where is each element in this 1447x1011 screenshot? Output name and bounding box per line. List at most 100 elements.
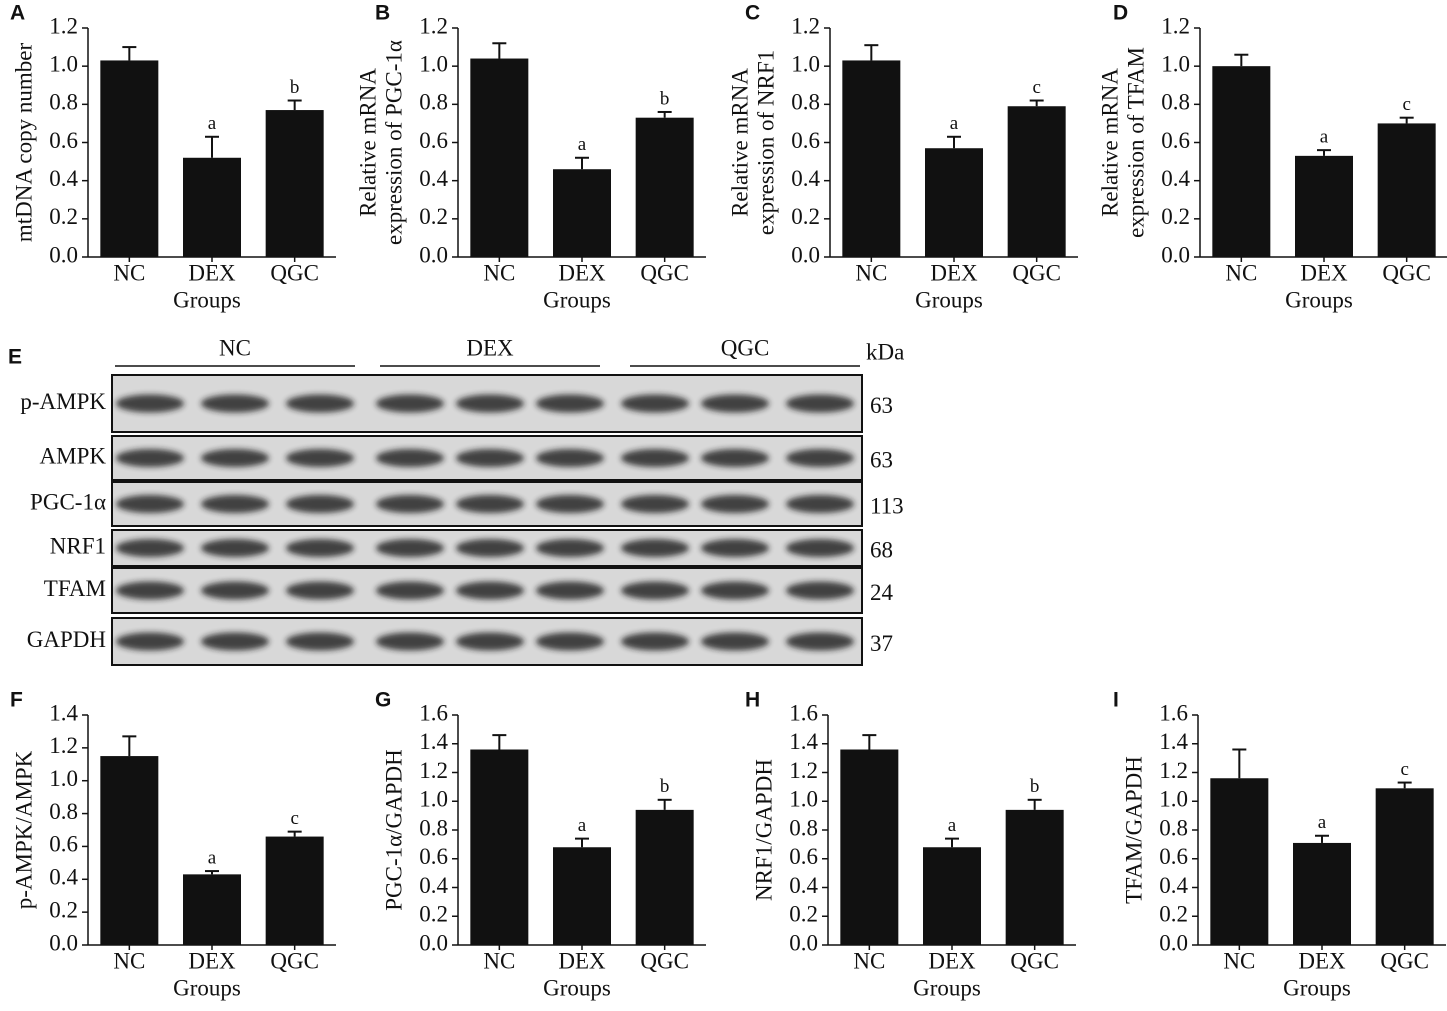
band	[201, 539, 269, 557]
band	[536, 539, 604, 557]
significance-label: a	[950, 113, 959, 134]
x-tick-label: DEX	[1300, 260, 1348, 285]
band	[786, 449, 854, 467]
y-tick-label: 1.4	[789, 729, 818, 754]
y-axis-label: Relative mRNA	[727, 68, 752, 217]
bar	[1375, 788, 1434, 945]
significance-label: a	[578, 815, 587, 836]
bar	[925, 148, 983, 257]
y-tick-label: 0.2	[1159, 902, 1188, 927]
band	[456, 449, 524, 467]
y-tick-label: 1.4	[1159, 729, 1188, 754]
y-tick-label: 0.0	[789, 930, 818, 955]
bar	[1377, 123, 1436, 258]
x-axis-label: Groups	[173, 287, 241, 312]
band	[286, 449, 354, 467]
x-tick-label: NC	[113, 948, 145, 973]
bar	[1007, 106, 1066, 257]
band	[376, 449, 444, 467]
band	[376, 539, 444, 557]
band	[201, 581, 269, 600]
band	[621, 495, 689, 513]
significance-label: a	[948, 815, 957, 836]
bar	[265, 836, 324, 945]
bar	[635, 809, 694, 945]
band	[116, 449, 184, 467]
y-tick-label: 1.6	[419, 700, 448, 725]
row-label: p-AMPK	[20, 389, 106, 414]
significance-label: c	[290, 808, 298, 829]
x-axis-label: Groups	[915, 287, 983, 312]
band	[376, 495, 444, 513]
band	[701, 539, 769, 557]
y-tick-label: 1.0	[49, 51, 78, 76]
x-axis-label: Groups	[1283, 975, 1351, 1000]
x-tick-label: NC	[853, 948, 885, 973]
x-tick-label: NC	[1223, 948, 1255, 973]
row-label: TFAM	[44, 576, 106, 601]
x-tick-label: NC	[1225, 260, 1257, 285]
y-tick-label: 0.4	[419, 166, 448, 191]
group-label: DEX	[466, 335, 514, 360]
y-tick-label: 0.8	[789, 815, 818, 840]
band	[456, 632, 524, 651]
y-tick-label: 1.0	[791, 51, 820, 76]
band	[621, 449, 689, 467]
bar	[100, 60, 159, 257]
y-tick-label: 1.6	[789, 700, 818, 725]
y-tick-label: 0.4	[791, 166, 820, 191]
y-tick-label: 1.2	[789, 758, 818, 783]
significance-label: c	[1402, 94, 1410, 115]
bar	[1005, 809, 1064, 945]
band	[701, 581, 769, 600]
x-tick-label: QGC	[1382, 260, 1431, 285]
y-tick-label: 0.6	[789, 844, 818, 869]
group-label: QGC	[721, 335, 770, 360]
x-tick-label: DEX	[558, 260, 606, 285]
band	[286, 394, 354, 413]
y-tick-label: 1.0	[1159, 787, 1188, 812]
size-label: 113	[870, 493, 904, 518]
bar	[553, 847, 611, 945]
y-tick-label: 1.4	[49, 700, 78, 725]
y-tick-label: 1.0	[1161, 51, 1190, 76]
y-tick-label: 0.0	[1159, 930, 1188, 955]
significance-label: b	[660, 776, 670, 797]
band	[536, 394, 604, 413]
band	[116, 581, 184, 600]
y-tick-label: 1.0	[419, 787, 448, 812]
y-tick-label: 0.8	[1161, 90, 1190, 115]
row-label: NRF1	[50, 533, 106, 558]
y-tick-label: 0.0	[1161, 242, 1190, 267]
size-label: 68	[870, 537, 893, 562]
band	[286, 632, 354, 651]
y-tick-label: 1.2	[419, 13, 448, 38]
band	[786, 539, 854, 557]
y-tick-label: 0.8	[49, 799, 78, 824]
panel-label: I	[1113, 689, 1119, 712]
x-tick-label: QGC	[1380, 948, 1429, 973]
y-tick-label: 1.2	[49, 733, 78, 758]
y-tick-label: 0.4	[1159, 873, 1188, 898]
band	[376, 632, 444, 651]
y-tick-label: 0.0	[49, 930, 78, 955]
size-label: 24	[870, 580, 894, 605]
band	[456, 581, 524, 600]
band	[201, 632, 269, 651]
band	[621, 539, 689, 557]
band	[786, 581, 854, 600]
y-tick-label: 0.2	[49, 897, 78, 922]
bar	[1293, 842, 1351, 945]
size-label: 37	[870, 631, 893, 656]
y-tick-label: 0.0	[49, 242, 78, 267]
y-tick-label: 0.4	[419, 873, 448, 898]
y-tick-label: 0.0	[419, 242, 448, 267]
panel-label: F	[10, 689, 23, 712]
y-tick-label: 0.6	[791, 128, 820, 153]
row-label: PGC-1α	[30, 489, 106, 514]
x-tick-label: QGC	[1012, 260, 1061, 285]
y-axis-label: expression of PGC-1α	[381, 40, 406, 245]
x-tick-label: NC	[483, 948, 515, 973]
panel-label: A	[10, 2, 25, 25]
significance-label: a	[1318, 812, 1327, 833]
